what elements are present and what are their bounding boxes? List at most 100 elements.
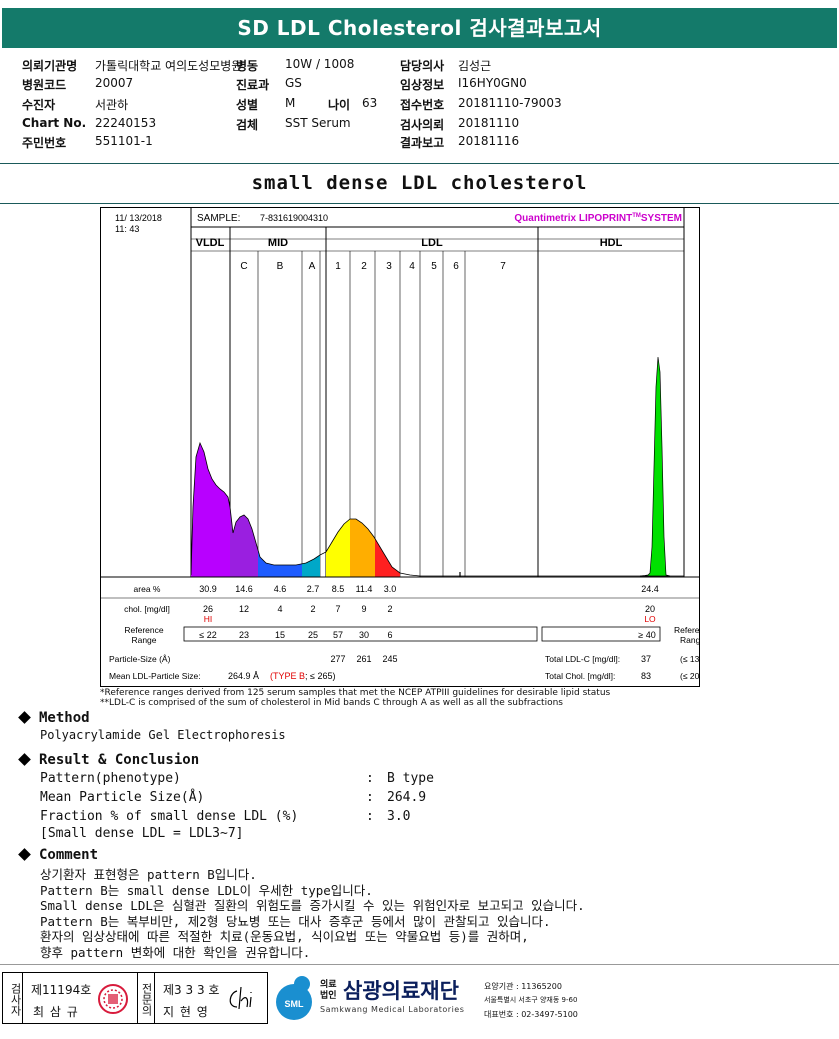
total-ldl-ref: (≤ 130) <box>680 654 700 664</box>
mean-ldl-label: Mean LDL-Particle Size: <box>109 671 201 681</box>
info-label: 담당의사 <box>400 59 445 73</box>
mean-ldl-type: (TYPE B; ≤ 265) <box>270 671 335 681</box>
reference-value: 30 <box>359 630 369 640</box>
official-seal-icon <box>98 984 128 1014</box>
info-value: 20181110-79003 <box>458 96 562 110</box>
band-fill <box>375 538 400 577</box>
mid-band-label: C <box>240 261 247 272</box>
comment-heading: Comment <box>18 847 99 863</box>
comment-heading-text: Comment <box>39 847 99 863</box>
total-chol-value: 83 <box>641 671 651 681</box>
densitometry-curve <box>190 441 421 577</box>
org-phone: 대표번호 : 02-3497-5100 <box>484 1010 578 1019</box>
ldl-band-label: 5 <box>431 261 437 272</box>
footnote-1: *Reference ranges derived from 125 serum… <box>100 688 611 698</box>
info-label: 결과보고 <box>400 136 445 150</box>
org-prefix-2: 법인 <box>320 991 337 1001</box>
chol-value: 12 <box>239 604 249 614</box>
area-value: 11.4 <box>356 584 373 594</box>
divider <box>0 964 839 965</box>
info-value: 22240153 <box>95 116 157 130</box>
chart-time: 11: 43 <box>115 224 139 234</box>
info-value: GS <box>285 76 302 90</box>
age-value: 63 <box>362 96 378 110</box>
reference-value: ≤ 22 <box>199 630 216 640</box>
brand-tm: TM <box>632 213 641 219</box>
info-value: 20007 <box>95 76 134 90</box>
bullet-diamond-icon <box>18 710 31 724</box>
divider <box>0 203 839 204</box>
info-label: 성별 <box>236 98 259 112</box>
reference-label-1: Reference <box>124 625 163 635</box>
info-value: 가톨릭대학교 여의도성모병원 <box>95 59 243 73</box>
mean-ldl-value: 264.9 Å <box>228 671 259 681</box>
group-label: MID <box>268 237 288 249</box>
result-heading: Result & Conclusion <box>18 752 200 768</box>
total-ldl-label: Total LDL-C [mg/dl]: <box>545 654 620 664</box>
info-value: 20181116 <box>458 134 520 148</box>
org-prefix: 의료 법인 <box>320 980 337 1002</box>
comment-line: Small dense LDL은 심혈관 질환의 위험도를 증가시킬 수 있는 … <box>40 898 585 913</box>
area-hdl-value: 24.4 <box>641 584 659 594</box>
band-fill <box>302 555 320 577</box>
info-label: 의뢰기관명 <box>22 59 78 73</box>
reference-label-2: Range <box>680 635 700 645</box>
signature <box>229 986 252 1010</box>
chol-value: 9 <box>361 604 366 614</box>
method-heading: Method <box>18 710 90 726</box>
reference-value: 25 <box>308 630 318 640</box>
info-label: 검체 <box>236 118 259 132</box>
mid-band-label: B <box>277 261 284 272</box>
ldl-band-label: 2 <box>361 261 367 272</box>
age-label: 나이 <box>328 98 351 112</box>
method-text: Polyacrylamide Gel Electrophoresis <box>40 728 286 742</box>
tester-number: 제11194호 <box>31 983 92 997</box>
result-heading-text: Result & Conclusion <box>39 752 200 768</box>
chol-value: 26 <box>203 604 213 614</box>
chol-label: chol. [mg/dl] <box>124 604 170 614</box>
sml-logo-icon: SML <box>276 976 312 1020</box>
result-value: 264.9 <box>387 790 427 805</box>
chol-value: 2 <box>387 604 392 614</box>
comment-line: Pattern B는 복부비만, 제2형 당뇨병 또는 대사 증후군 등에서 많… <box>40 913 551 929</box>
mean-type-text: (TYPE B <box>270 671 305 681</box>
info-value: 551101-1 <box>95 134 153 148</box>
particle-size-value: 277 <box>330 654 345 664</box>
total-ldl-value: 37 <box>641 654 651 664</box>
hi-flag: HI <box>204 614 213 624</box>
logo-text: SML <box>285 999 305 1009</box>
org-address: 서울특별시 서초구 양재동 9-60 <box>484 996 578 1004</box>
org-name-en: Samkwang Medical Laboratories <box>320 1005 465 1014</box>
area-value: 14.6 <box>235 584 253 594</box>
hdl-peak <box>639 356 671 577</box>
chart-title: small dense LDL cholesterol <box>251 172 588 194</box>
info-value: I16HY0GN0 <box>458 76 527 90</box>
particle-size-value: 245 <box>382 654 397 664</box>
comment-line: 환자의 임상상태에 따른 적절한 치료(운동요법, 식이요법 또는 약물요법 등… <box>40 929 529 944</box>
info-label: 임상정보 <box>400 78 445 92</box>
reference-hdl-value: ≥ 40 <box>638 630 655 640</box>
area-value: 3.0 <box>384 584 397 594</box>
ldl-band-label: 4 <box>409 261 415 272</box>
info-value: SST Serum <box>285 116 351 130</box>
info-label: 병원코드 <box>22 78 67 92</box>
chol-value: 4 <box>277 604 282 614</box>
footnote-2: **LDL-C is comprised of the sum of chole… <box>100 698 563 708</box>
reference-label-1: Reference <box>674 625 700 635</box>
comment-line: 상기환자 표현형은 pattern B입니다. <box>40 867 257 882</box>
result-value: 3.0 <box>387 809 411 824</box>
comment-line: Pattern B는 small dense LDL이 우세한 type입니다. <box>40 882 373 898</box>
reference-value: 57 <box>333 630 343 640</box>
result-note: [Small dense LDL = LDL3~7] <box>40 826 244 841</box>
reference-value: 23 <box>239 630 249 640</box>
info-label: 접수번호 <box>400 98 445 112</box>
ldl-band-label: 6 <box>453 261 459 272</box>
chol-value: 7 <box>335 604 340 614</box>
ldl-band-label: 1 <box>335 261 341 272</box>
area-value: 30.9 <box>199 584 217 594</box>
info-label: 진료과 <box>236 78 270 92</box>
info-label: 검사의뢰 <box>400 118 445 132</box>
specialist-name: 지 현 영 <box>163 1005 209 1019</box>
org-prefix-1: 의료 <box>320 980 337 990</box>
band-fill <box>191 443 230 577</box>
